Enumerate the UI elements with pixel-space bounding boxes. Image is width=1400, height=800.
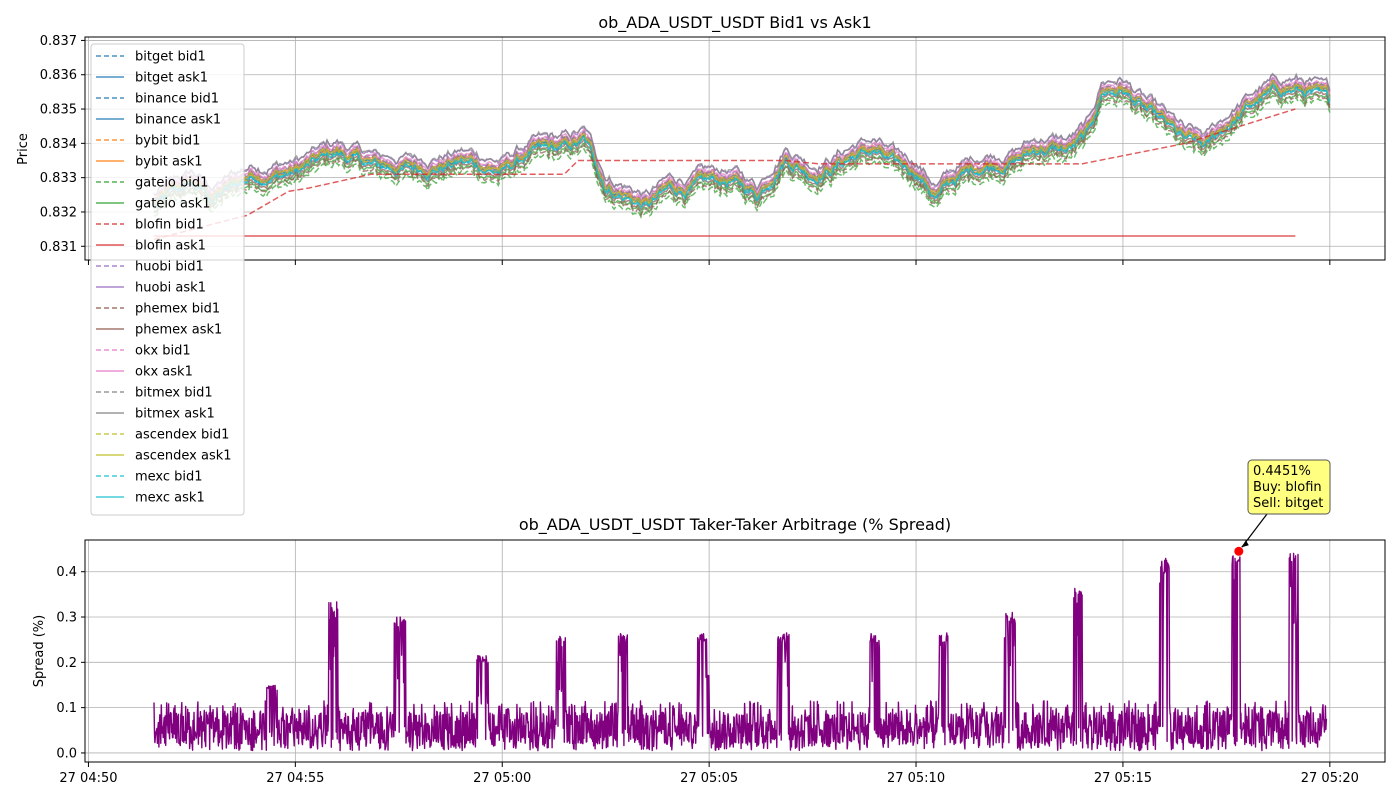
price-y-tick-label: 0.835 [40, 103, 77, 118]
legend-box [90, 43, 245, 516]
legend-label: gateio ask1 [135, 197, 211, 212]
legend-label: bitget bid1 [135, 50, 206, 65]
spread-x-tick-label: 27 05:05 [680, 771, 738, 786]
legend-label: huobi bid1 [135, 260, 204, 275]
price-x-ticks [87, 260, 1331, 265]
price-y-ticks: 0.831 0.832 0.833 0.834 0.835 0.836 0.837 [40, 34, 85, 255]
price-y-tick-label: 0.833 [40, 171, 77, 186]
annotation-line: 0.4451% [1253, 464, 1311, 479]
spread-y-tick-label: 0.0 [56, 746, 77, 761]
max-spread-marker [1234, 546, 1244, 556]
annotation-line: Buy: blofin [1253, 480, 1322, 495]
legend-label: bitget ask1 [135, 71, 208, 86]
spread-y-tick-label: 0.1 [56, 701, 77, 716]
spread-series-group [153, 552, 1328, 752]
annotation-box [1247, 459, 1331, 515]
phemex-bid1-line [153, 92, 1331, 218]
spread-x-tick-label: 27 05:10 [887, 771, 945, 786]
spread-line [153, 552, 1328, 752]
price-grid [85, 37, 1385, 260]
mexc-ask1-line [153, 83, 1331, 210]
legend-label: phemex ask1 [135, 323, 222, 338]
legend-label: bitmex ask1 [135, 407, 215, 422]
bitmex-ask1-line [153, 72, 1331, 197]
legend-label: okx ask1 [135, 365, 193, 380]
legend-label: binance bid1 [135, 92, 219, 107]
price-y-tick-label: 0.836 [40, 68, 77, 83]
legend-label: phemex bid1 [135, 302, 220, 317]
price-y-tick-label: 0.831 [40, 240, 77, 255]
spread-y-tick-label: 0.3 [56, 611, 77, 626]
price-y-tick-label: 0.834 [40, 137, 77, 152]
price-chart-title: ob_ADA_USDT_USDT Bid1 vs Ask1 [598, 13, 871, 33]
spread-y-axis-label: Spread (%) [32, 615, 47, 687]
spread-plot-frame [84, 539, 1386, 763]
spread-chart-panel: ob_ADA_USDT_USDT Taker-Taker Arbitrage (… [32, 459, 1386, 786]
legend-label: huobi ask1 [135, 281, 206, 296]
spread-x-tick-label: 27 04:55 [266, 771, 324, 786]
price-y-tick-label: 0.837 [40, 34, 77, 49]
spread-x-tick-label: 27 05:20 [1301, 771, 1359, 786]
price-plot-frame [84, 36, 1386, 261]
ascendex-ask1-line [153, 79, 1331, 205]
spread-x-ticks: 27 04:50 27 04:55 27 05:00 27 05:05 27 05:10… [59, 762, 1359, 786]
annotation-arrowhead [1241, 540, 1249, 548]
legend-label: gateio bid1 [135, 176, 208, 191]
price-y-axis-label: Price [16, 133, 31, 165]
annotation-line: Sell: bitget [1253, 496, 1323, 511]
spread-chart-title: ob_ADA_USDT_USDT Taker-Taker Arbitrage (… [519, 515, 951, 535]
price-chart-panel: ob_ADA_USDT_USDT Bid1 vs Ask1 Price 0.83… [16, 13, 1386, 265]
legend-label: ascendex ask1 [135, 449, 232, 464]
price-legend: bitget bid1 bitget ask1 binance bid1 binanc… [90, 43, 245, 516]
price-y-tick-label: 0.832 [40, 205, 77, 220]
legend-label: bitmex bid1 [135, 386, 213, 401]
gateio-bid1-line [154, 94, 1331, 219]
gateio-ask1-line [153, 89, 1331, 216]
legend-label: bybit ask1 [135, 155, 203, 170]
legend-label: okx bid1 [135, 344, 191, 359]
legend-label: blofin bid1 [135, 218, 204, 233]
spread-x-tick-label: 27 04:50 [59, 771, 117, 786]
spread-x-tick-label: 27 05:15 [1094, 771, 1152, 786]
legend-label: binance ask1 [135, 113, 221, 128]
legend-label: ascendex bid1 [135, 428, 229, 443]
legend-label: bybit bid1 [135, 134, 200, 149]
spread-y-ticks: 0.0 0.1 0.2 0.3 0.4 [56, 565, 85, 761]
legend-label: mexc bid1 [135, 470, 203, 485]
spread-y-tick-label: 0.2 [56, 656, 77, 671]
spread-y-tick-label: 0.4 [56, 565, 77, 580]
spread-x-tick-label: 27 05:00 [473, 771, 531, 786]
okx-ask1-line [153, 77, 1331, 203]
legend-label: mexc ask1 [135, 491, 205, 506]
price-series-group [153, 72, 1331, 241]
legend-label: blofin ask1 [135, 239, 206, 254]
